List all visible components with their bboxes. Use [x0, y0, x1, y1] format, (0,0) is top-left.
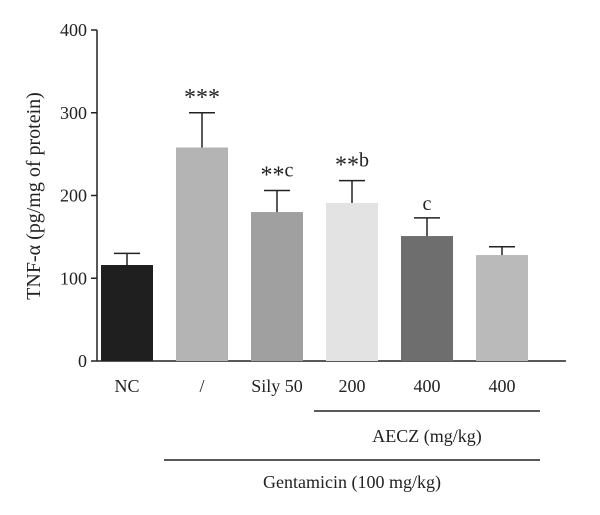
- significance-stars: ***: [184, 85, 220, 111]
- x-tick-label: Sily 50: [251, 376, 303, 396]
- x-tick-label: 400: [414, 376, 441, 396]
- x-tick-label: NC: [114, 376, 139, 396]
- bars: [101, 147, 528, 361]
- axes: 0 100 200 300 400: [60, 20, 566, 371]
- y-tick-label: 200: [60, 186, 87, 206]
- significance-stars: **: [335, 153, 359, 179]
- bar: [101, 265, 153, 361]
- significance-label: ***: [184, 85, 220, 111]
- group-label: Gentamicin (100 mg/kg): [263, 472, 441, 493]
- bar: [401, 236, 453, 361]
- significance-label: **b: [335, 150, 369, 179]
- x-tick-label: 400: [489, 376, 516, 396]
- x-tick-label: 200: [339, 376, 366, 396]
- significance-stars: **: [261, 163, 285, 189]
- y-tick-label: 100: [60, 268, 87, 288]
- bar: [251, 212, 303, 361]
- y-tick-label: 400: [60, 20, 87, 40]
- significance-letter: c: [285, 160, 294, 182]
- bar: [176, 147, 228, 361]
- bar: [326, 202, 378, 361]
- significance-letter: c: [423, 193, 432, 215]
- significance-letter: b: [359, 150, 369, 172]
- significance-label: c: [423, 193, 432, 215]
- error-bars: [114, 112, 515, 266]
- y-axis-label: TNF-α (pg/mg of protein): [23, 92, 45, 300]
- group-label: AECZ (mg/kg): [372, 426, 482, 447]
- y-tick-label: 0: [78, 351, 87, 371]
- y-tick-label: 300: [60, 103, 87, 123]
- x-tick-label: /: [199, 376, 204, 396]
- significance-label: **c: [261, 160, 294, 189]
- bar: [476, 255, 528, 361]
